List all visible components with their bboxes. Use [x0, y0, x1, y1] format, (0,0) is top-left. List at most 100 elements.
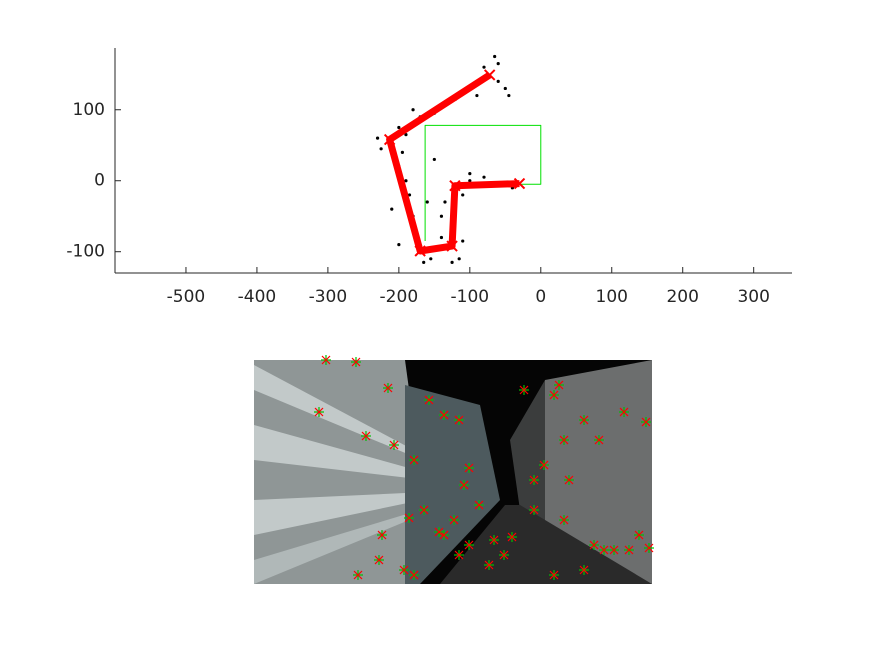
x-tick-label: -500 — [167, 287, 206, 307]
feature-point-stroke — [383, 383, 393, 393]
map-point — [439, 214, 444, 218]
map-point — [468, 172, 472, 176]
feature-point-stroke — [399, 565, 409, 575]
feature-point-stroke — [564, 475, 574, 485]
map-point — [507, 93, 511, 98]
feature-point — [454, 415, 464, 425]
feature-point — [404, 513, 414, 523]
feature-point-stroke — [554, 380, 564, 390]
feature-point-stroke — [619, 407, 629, 417]
feature-point-stroke — [409, 570, 419, 580]
x-tick-label: 200 — [666, 287, 698, 307]
feature-point-stroke — [499, 550, 509, 560]
map-point — [461, 193, 465, 197]
feature-point-stroke — [474, 500, 484, 510]
feature-point — [529, 475, 539, 485]
feature-point — [383, 383, 393, 393]
feature-point — [321, 355, 331, 365]
feature-point — [559, 435, 569, 445]
map-point — [422, 260, 426, 264]
feature-point-stroke — [484, 560, 494, 570]
feature-point — [609, 545, 619, 555]
feature-point-stroke — [579, 415, 589, 425]
map-point — [482, 175, 486, 179]
map-point — [397, 243, 401, 247]
map-point — [425, 200, 429, 204]
feature-point — [409, 455, 419, 465]
feature-point — [351, 357, 361, 367]
camera-pose-stroke — [383, 133, 396, 146]
map-point — [475, 93, 479, 98]
map-point — [397, 125, 401, 130]
feature-point-stroke — [353, 570, 363, 580]
camera-pose — [449, 179, 461, 192]
feature-point — [641, 417, 651, 427]
feature-point — [474, 500, 484, 510]
feature-point — [454, 550, 464, 560]
map-point — [503, 86, 507, 91]
feature-point-stroke — [439, 530, 449, 540]
feature-point-stroke — [634, 530, 644, 540]
feature-point-stroke — [641, 417, 651, 427]
y-tick-label: -100 — [66, 242, 105, 262]
feature-point-stroke — [507, 532, 517, 542]
map-point — [390, 207, 394, 211]
map-point — [496, 62, 500, 66]
feature-point — [549, 390, 559, 400]
feature-point — [374, 555, 384, 565]
feature-point-stroke — [377, 530, 387, 540]
camera-pose-stroke — [483, 69, 496, 81]
feature-point-stroke — [454, 550, 464, 560]
feature-point-stroke — [321, 355, 331, 365]
map-point — [482, 65, 486, 69]
map-point — [429, 257, 433, 261]
camera-pose — [446, 240, 458, 252]
feature-point — [459, 480, 469, 490]
camera-pose-stroke — [446, 240, 458, 252]
map-point — [375, 136, 380, 140]
map-point — [496, 79, 500, 83]
feature-point-stroke — [439, 410, 449, 420]
feature-point-stroke — [539, 460, 549, 470]
feature-point-stroke — [529, 475, 539, 485]
x-tick-label: -100 — [451, 287, 490, 307]
feature-point — [554, 380, 564, 390]
feature-point — [439, 410, 449, 420]
feature-point — [594, 435, 604, 445]
y-tick-label: 0 — [94, 171, 105, 191]
map-point — [443, 200, 447, 204]
feature-point-stroke — [419, 505, 429, 515]
feature-point-stroke — [351, 357, 361, 367]
map-point — [411, 108, 415, 112]
feature-point-stroke — [374, 555, 384, 565]
camera-pose — [414, 245, 426, 257]
feature-point — [464, 540, 474, 550]
feature-point — [409, 570, 419, 580]
feature-point — [579, 565, 589, 575]
feature-point-stroke — [579, 565, 589, 575]
feature-point-stroke — [464, 463, 474, 473]
feature-point — [539, 460, 549, 470]
feature-point — [353, 570, 363, 580]
feature-point-stroke — [489, 535, 499, 545]
camera-pose-stroke — [414, 245, 426, 257]
feature-point-stroke — [314, 407, 324, 417]
feature-point-stroke — [459, 480, 469, 490]
feature-point-stroke — [559, 515, 569, 525]
feature-point — [464, 463, 474, 473]
feature-point — [634, 530, 644, 540]
map-point — [457, 257, 461, 261]
x-tick-label: -200 — [380, 287, 419, 307]
x-tick-label: 100 — [596, 287, 628, 307]
feature-point-stroke — [644, 543, 654, 553]
feature-point-stroke — [599, 545, 609, 555]
feature-point — [564, 475, 574, 485]
feature-point-stroke — [549, 390, 559, 400]
feature-point-stroke — [449, 515, 459, 525]
feature-point — [449, 515, 459, 525]
feature-point — [424, 395, 434, 405]
camera-pose — [513, 177, 526, 190]
feature-point-stroke — [549, 570, 559, 580]
feature-point — [377, 530, 387, 540]
x-tick-label: -300 — [309, 287, 348, 307]
